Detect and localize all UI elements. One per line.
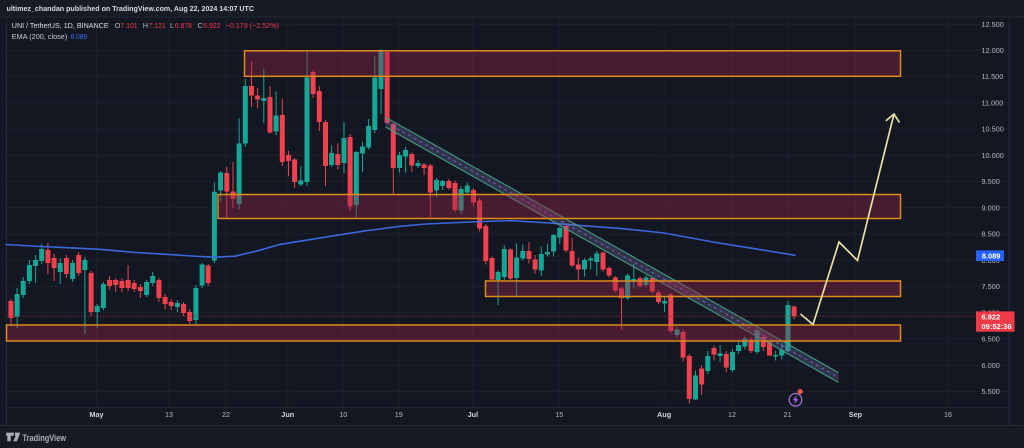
svg-text:09:52:36: 09:52:36 (982, 324, 1012, 331)
svg-text:9.500: 9.500 (982, 177, 1000, 186)
svg-text:21: 21 (784, 410, 792, 419)
svg-text:19: 19 (395, 410, 403, 419)
svg-text:−0.179 (−2.52%): −0.179 (−2.52%) (226, 21, 279, 30)
svg-text:UNI / TetherUS, 1D, BINANCE: UNI / TetherUS, 1D, BINANCE (12, 21, 109, 30)
svg-text:13: 13 (165, 410, 173, 419)
svg-text:Jun: Jun (281, 410, 294, 419)
svg-text:May: May (89, 410, 104, 419)
svg-text:6.000: 6.000 (982, 361, 1000, 370)
svg-text:7.121: 7.121 (149, 21, 166, 30)
svg-text:O: O (115, 21, 121, 30)
svg-text:7.101: 7.101 (120, 21, 137, 30)
svg-text:L: L (170, 21, 174, 30)
svg-text:H: H (143, 21, 148, 30)
svg-text:9.000: 9.000 (982, 203, 1000, 212)
svg-text:8.500: 8.500 (982, 230, 1000, 239)
svg-text:C: C (198, 21, 204, 30)
svg-text:16: 16 (944, 410, 952, 419)
svg-text:6.500: 6.500 (982, 335, 1000, 344)
svg-text:8.089: 8.089 (982, 252, 1001, 261)
svg-text:8.089: 8.089 (71, 32, 88, 41)
svg-text:12.500: 12.500 (982, 20, 1004, 29)
svg-text:TradingView: TradingView (23, 433, 67, 444)
svg-text:10: 10 (339, 410, 347, 419)
svg-text:10.500: 10.500 (982, 125, 1004, 134)
svg-text:11.000: 11.000 (982, 99, 1004, 108)
svg-text:7.500: 7.500 (982, 282, 1000, 291)
svg-text:Sep: Sep (849, 410, 863, 419)
svg-text:10.000: 10.000 (982, 151, 1004, 160)
svg-text:6.878: 6.878 (175, 21, 192, 30)
svg-text:ultimez_chandan published on T: ultimez_chandan published on TradingView… (7, 4, 255, 13)
svg-text:6.922: 6.922 (982, 313, 1001, 322)
svg-text:12: 12 (728, 410, 736, 419)
svg-text:15: 15 (555, 410, 563, 419)
svg-text:11.500: 11.500 (982, 72, 1004, 81)
svg-text:12.000: 12.000 (982, 46, 1004, 55)
svg-text:Aug: Aug (657, 410, 671, 419)
svg-text:Jul: Jul (468, 410, 479, 419)
svg-text:5.500: 5.500 (982, 387, 1000, 396)
svg-text:22: 22 (222, 410, 230, 419)
svg-text:EMA (200, close): EMA (200, close) (12, 32, 68, 41)
svg-text:6.922: 6.922 (203, 21, 220, 30)
